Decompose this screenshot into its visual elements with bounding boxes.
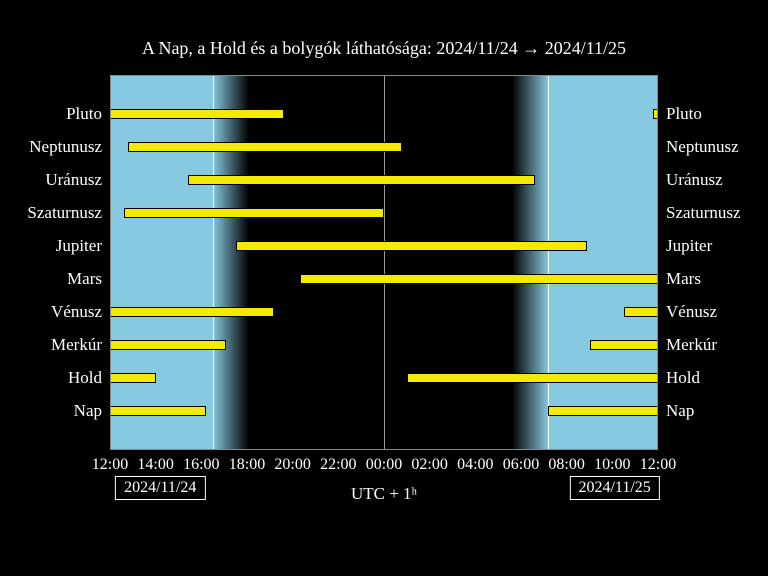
body-label-right: Uránusz xyxy=(666,170,723,190)
body-label-left: Vénusz xyxy=(51,302,102,322)
sunset-line xyxy=(213,75,214,450)
visibility-bar xyxy=(188,175,535,185)
midnight-line xyxy=(384,75,385,450)
body-label-left: Jupiter xyxy=(56,236,102,256)
x-tick-label: 14:00 xyxy=(137,456,173,474)
x-tick-label: 00:00 xyxy=(366,456,402,474)
visibility-bar xyxy=(236,241,588,251)
x-tick-label: 10:00 xyxy=(594,456,630,474)
body-label-left: Neptunusz xyxy=(29,137,102,157)
visibility-bar xyxy=(300,274,658,284)
body-label-right: Hold xyxy=(666,368,700,388)
x-tick-label: 06:00 xyxy=(503,456,539,474)
visibility-bar xyxy=(124,208,384,218)
daylight-left xyxy=(110,75,249,450)
body-label-left: Pluto xyxy=(66,104,102,124)
x-tick-label: 18:00 xyxy=(229,456,265,474)
visibility-bar xyxy=(110,373,156,383)
body-label-left: Mars xyxy=(67,269,102,289)
date-label-start: 2024/11/24 xyxy=(115,476,205,500)
body-label-right: Vénusz xyxy=(666,302,717,322)
body-label-left: Merkúr xyxy=(51,335,102,355)
plot-area: UTC + 1ʰ PlutoPlutoNeptunuszNeptunuszUrá… xyxy=(110,75,658,450)
visibility-bar xyxy=(653,109,658,119)
x-tick-label: 08:00 xyxy=(548,456,584,474)
x-tick-label: 12:00 xyxy=(640,456,676,474)
body-label-left: Nap xyxy=(74,401,102,421)
x-tick-label: 04:00 xyxy=(457,456,493,474)
body-label-right: Pluto xyxy=(666,104,702,124)
visibility-bar xyxy=(128,142,402,152)
visibility-bar xyxy=(110,406,206,416)
chart-title: A Nap, a Hold és a bolygók láthatósága: … xyxy=(0,38,768,59)
visibility-bar xyxy=(407,373,658,383)
x-tick-label: 22:00 xyxy=(320,456,356,474)
date-label-end: 2024/11/25 xyxy=(569,476,659,500)
daylight-right xyxy=(512,75,658,450)
visibility-bar xyxy=(548,406,658,416)
visibility-bar xyxy=(110,307,274,317)
x-tick-label: 12:00 xyxy=(92,456,128,474)
body-label-left: Szaturnusz xyxy=(27,203,102,223)
body-label-right: Neptunusz xyxy=(666,137,739,157)
sunrise-line xyxy=(548,75,549,450)
body-label-left: Hold xyxy=(68,368,102,388)
visibility-bar xyxy=(110,340,226,350)
body-label-right: Jupiter xyxy=(666,236,712,256)
x-tick-label: 20:00 xyxy=(274,456,310,474)
body-label-right: Nap xyxy=(666,401,694,421)
x-tick-label: 02:00 xyxy=(411,456,447,474)
visibility-bar xyxy=(110,109,284,119)
body-label-left: Uránusz xyxy=(45,170,102,190)
body-label-right: Szaturnusz xyxy=(666,203,741,223)
visibility-bar xyxy=(590,340,659,350)
body-label-right: Merkúr xyxy=(666,335,717,355)
chart-container: A Nap, a Hold és a bolygók láthatósága: … xyxy=(0,0,768,576)
x-tick-label: 16:00 xyxy=(183,456,219,474)
visibility-bar xyxy=(624,307,658,317)
body-label-right: Mars xyxy=(666,269,701,289)
